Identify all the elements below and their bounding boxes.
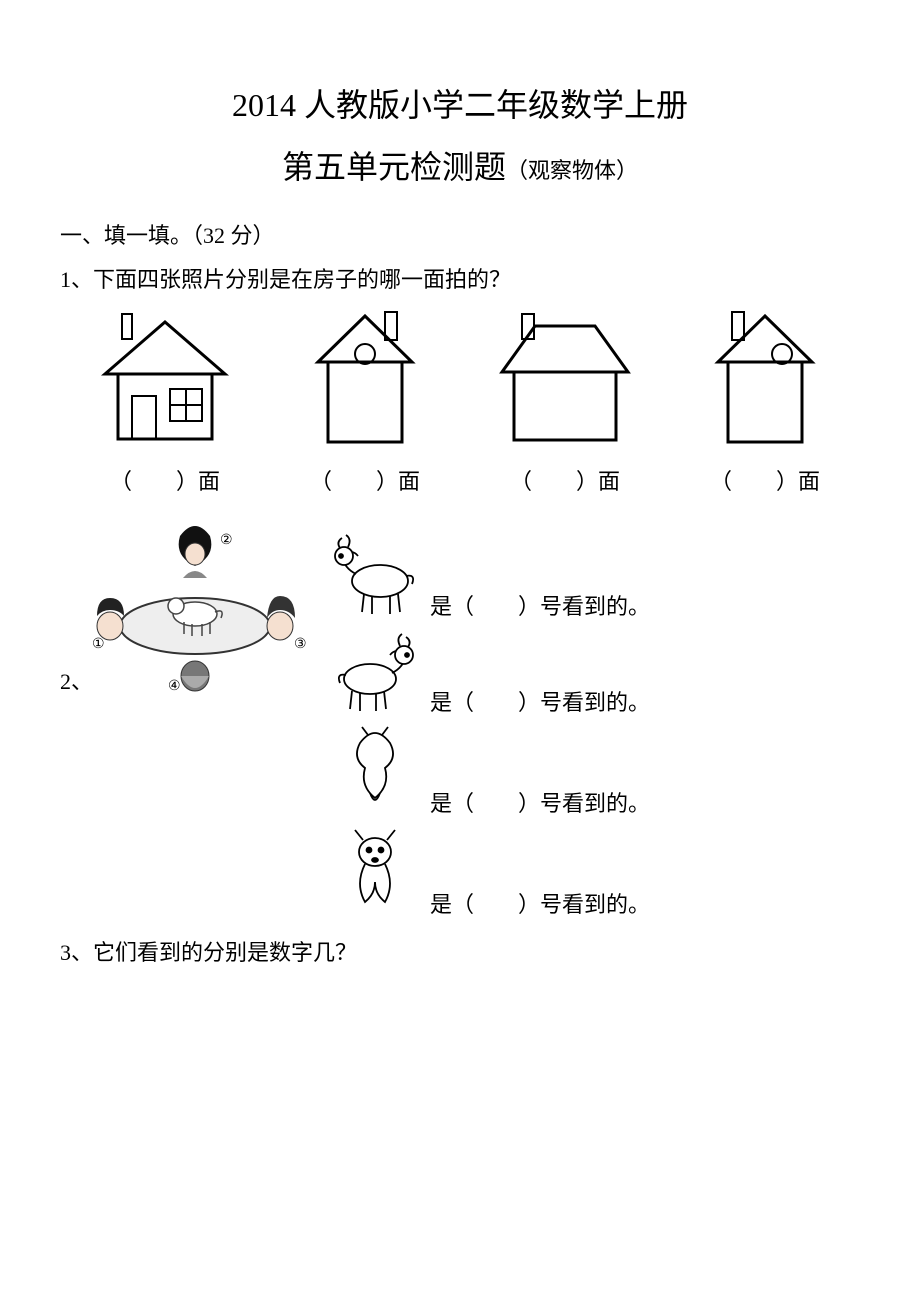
q1-blank-2: （ ）面	[290, 464, 440, 496]
title-line2: 第五单元检测题（观察物体）	[60, 142, 860, 188]
house-back-icon	[490, 304, 640, 454]
deer-side-left-icon	[320, 526, 430, 621]
q2-row-2: 是（ ）号看到的。	[320, 627, 860, 717]
title-subtitle: （观察物体）	[506, 158, 638, 183]
q1-text: 1、下面四张照片分别是在房子的哪一面拍的？	[60, 262, 860, 294]
house-side-a	[290, 304, 440, 454]
deer-back-icon	[320, 723, 430, 818]
house-back	[490, 304, 640, 454]
q2-scene: ② ① ③ ④	[80, 526, 310, 696]
q2-row-4: 是（ ）号看到的。	[320, 824, 860, 919]
q2-label-4: ④	[168, 679, 181, 694]
q2-label-3: ③	[294, 637, 307, 652]
q2-answer-4: 是（ ）号看到的。	[430, 887, 650, 919]
q2-row-3: 是（ ）号看到的。	[320, 723, 860, 818]
q2-answer-3: 是（ ）号看到的。	[430, 786, 650, 818]
q1-labels: （ ）面 （ ）面 （ ）面 （ ）面	[90, 464, 840, 496]
q1-houses-row	[90, 304, 840, 454]
house-side-a-icon	[290, 304, 440, 454]
q2-label-1: ①	[92, 637, 105, 652]
q1-blank-1: （ ）面	[90, 464, 240, 496]
q1-blank-3: （ ）面	[490, 464, 640, 496]
q2-answer-1: 是（ ）号看到的。	[430, 589, 650, 621]
q2-label-2: ②	[220, 533, 233, 548]
q1-blank-4: （ ）面	[690, 464, 840, 496]
title-main: 第五单元检测题	[282, 149, 506, 185]
house-front	[90, 304, 240, 454]
house-side-b-icon	[690, 304, 840, 454]
title-line1: 2014 人教版小学二年级数学上册	[60, 80, 860, 126]
house-side-b	[690, 304, 840, 454]
house-front-icon	[90, 304, 240, 454]
deer-side-right-icon	[320, 627, 430, 717]
q3-text: 3、它们看到的分别是数字几？	[60, 935, 860, 967]
deer-front-icon	[320, 824, 430, 919]
q2-right: 是（ ）号看到的。	[320, 526, 860, 925]
q2-container: 2、	[60, 526, 860, 925]
q2-row-1: 是（ ）号看到的。	[320, 526, 860, 621]
q2-answer-2: 是（ ）号看到的。	[430, 685, 650, 717]
section-header: 一、填一填。（32 分）	[60, 218, 860, 250]
